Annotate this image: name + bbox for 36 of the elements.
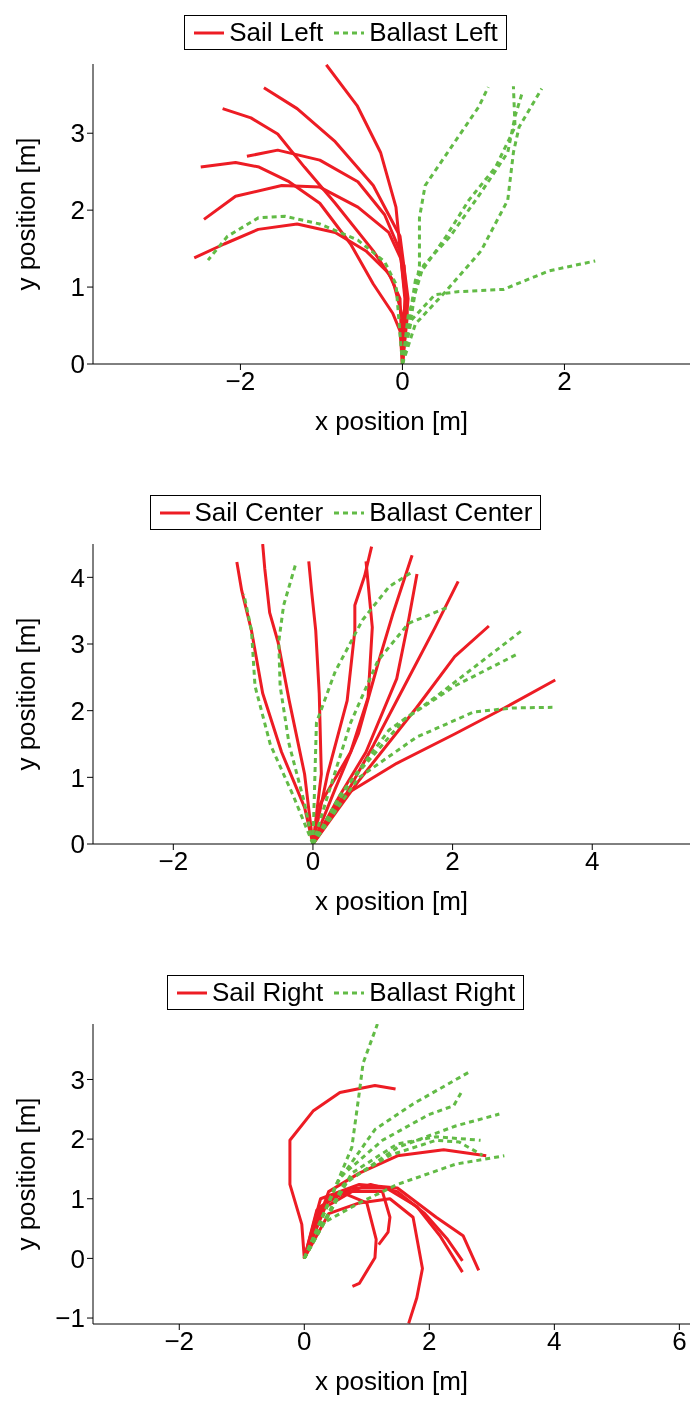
x-axis-title: x position [m] [314,886,469,916]
y-tick-label: 3 [70,1064,85,1095]
y-tick-label: 4 [70,562,85,593]
legend-label: Ballast Left [369,17,498,48]
y-axis-title: y position [m] [11,1097,42,1251]
y-tick-label: 2 [70,1124,85,1155]
y-tick-label: 2 [70,195,85,226]
x-tick-label: 0 [395,366,410,397]
x-tick-label: 2 [422,1326,437,1357]
legend-label: Sail Center [194,497,324,528]
legend-label: Ballast Center [369,497,533,528]
x-tick-label: 0 [305,846,321,877]
legend-label: Sail Left [229,17,324,48]
x-axis-title: x position [m] [314,406,469,436]
x-tick-label: 6 [672,1326,687,1357]
legend-label: Ballast Right [369,977,516,1008]
y-axis-title: y position [m] [11,617,42,771]
y-tick-label: 3 [70,118,85,149]
x-tick-label: −2 [225,366,256,397]
y-tick-label: 3 [70,629,85,660]
x-tick-label: 0 [297,1326,312,1357]
y-tick-label: 2 [70,695,85,726]
x-tick-label: 4 [547,1326,562,1357]
x-tick-label: 4 [585,846,600,877]
x-axis-title: x position [m] [314,1366,469,1396]
y-tick-label: 0 [70,1243,85,1274]
x-tick-label: −2 [164,1326,195,1357]
legend-label: Sail Right [211,977,324,1008]
x-tick-label: 2 [445,846,460,877]
y-tick-label: −1 [55,1303,85,1334]
y-axis-title: y position [m] [11,137,42,291]
y-tick-label: 1 [70,762,85,793]
y-tick-label: 1 [70,1183,85,1214]
x-tick-label: 2 [557,366,572,397]
y-tick-label: 1 [70,272,85,303]
x-tick-label: −2 [158,846,189,877]
